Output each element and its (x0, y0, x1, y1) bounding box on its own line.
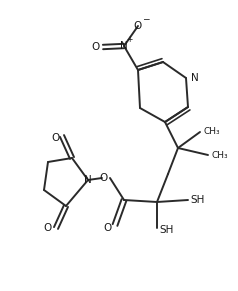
Text: O: O (92, 42, 100, 52)
Text: O: O (104, 223, 112, 233)
Text: SH: SH (159, 225, 173, 235)
Text: O: O (44, 223, 52, 233)
Text: O: O (100, 173, 108, 183)
Text: SH: SH (190, 195, 204, 205)
Text: O: O (134, 21, 142, 31)
Text: N: N (120, 41, 128, 51)
Text: N: N (84, 175, 92, 185)
Text: +: + (126, 35, 132, 43)
Text: CH₃: CH₃ (203, 127, 220, 136)
Text: O: O (52, 133, 60, 143)
Text: −: − (142, 15, 150, 24)
Text: N: N (191, 73, 199, 83)
Text: CH₃: CH₃ (211, 150, 228, 159)
